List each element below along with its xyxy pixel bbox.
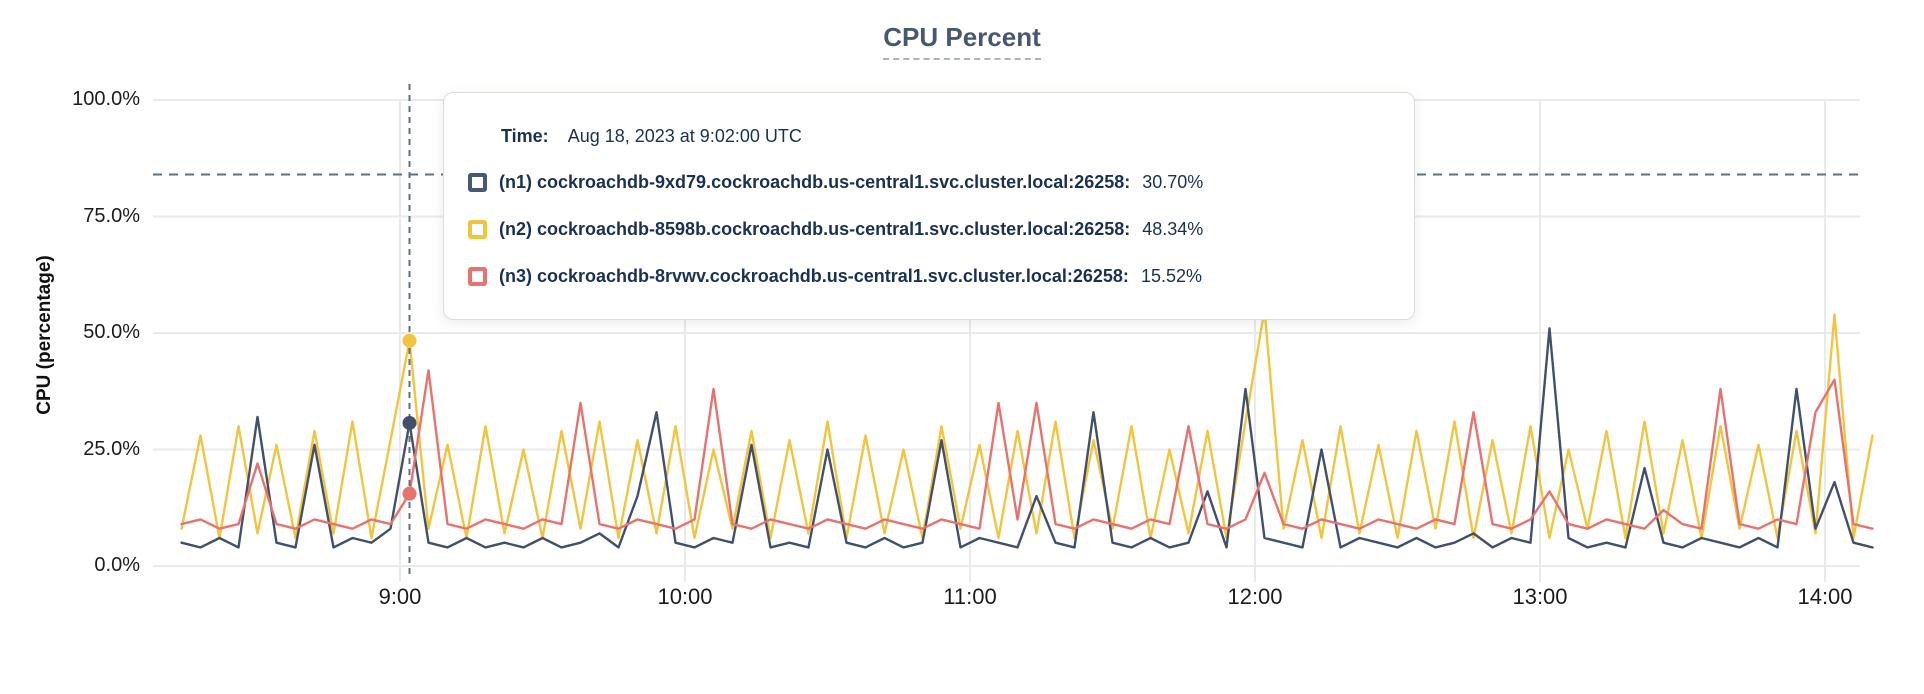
chart-title-wrap: CPU Percent — [0, 22, 1924, 60]
tooltip-series-label: (n3) cockroachdb-8rvwv.cockroachdb.us-ce… — [499, 266, 1129, 286]
y-tick-label: 100.0% — [72, 88, 140, 110]
tooltip-series-value: 30.70% — [1142, 172, 1204, 192]
series-line-n1 — [180, 327, 1874, 549]
tooltip-series-label: (n2) cockroachdb-8598b.cockroachdb.us-ce… — [499, 219, 1131, 239]
chart-title[interactable]: CPU Percent — [883, 22, 1041, 60]
tooltip-series-label: (n1) cockroachdb-9xd79.cockroachdb.us-ce… — [499, 172, 1131, 192]
y-tick-label: 25.0% — [83, 437, 140, 460]
tooltip-series-row: (n1) cockroachdb-9xd79.cockroachdb.us-ce… — [468, 172, 1386, 193]
y-tick-label: 0.0% — [94, 554, 140, 576]
series-swatch-icon — [468, 220, 487, 239]
series-swatch-icon — [468, 173, 487, 192]
tooltip-time-row: Time: Aug 18, 2023 at 9:02:00 UTC — [501, 126, 1386, 146]
chart-tooltip: Time: Aug 18, 2023 at 9:02:00 UTC (n1) c… — [443, 92, 1415, 320]
x-tick-label: 9:00 — [378, 584, 422, 609]
tooltip-time-label: Time: — [501, 126, 549, 146]
y-tick-label: 75.0% — [83, 204, 140, 227]
x-tick-label: 12:00 — [1227, 584, 1283, 609]
y-tick-label: 50.0% — [83, 321, 140, 343]
series-swatch-icon — [468, 267, 487, 286]
x-tick-label: 11:00 — [943, 584, 997, 609]
tooltip-series-row: (n2) cockroachdb-8598b.cockroachdb.us-ce… — [468, 219, 1386, 240]
hover-dot-n3 — [402, 486, 417, 501]
x-tick-label: 10:00 — [657, 584, 713, 609]
tooltip-series-value: 15.52% — [1140, 266, 1202, 286]
series-line-n3 — [180, 369, 1874, 530]
hover-dot-n2 — [402, 333, 417, 348]
x-tick-label: 14:00 — [1797, 584, 1853, 609]
x-tick-label: 13:00 — [1512, 584, 1568, 609]
tooltip-series-row: (n3) cockroachdb-8rvwv.cockroachdb.us-ce… — [468, 266, 1386, 287]
tooltip-time-value: Aug 18, 2023 at 9:02:00 UTC — [567, 126, 802, 146]
series-line-n2 — [180, 308, 1874, 540]
hover-dot-n1 — [402, 415, 417, 430]
tooltip-series-value: 48.34% — [1142, 219, 1204, 239]
